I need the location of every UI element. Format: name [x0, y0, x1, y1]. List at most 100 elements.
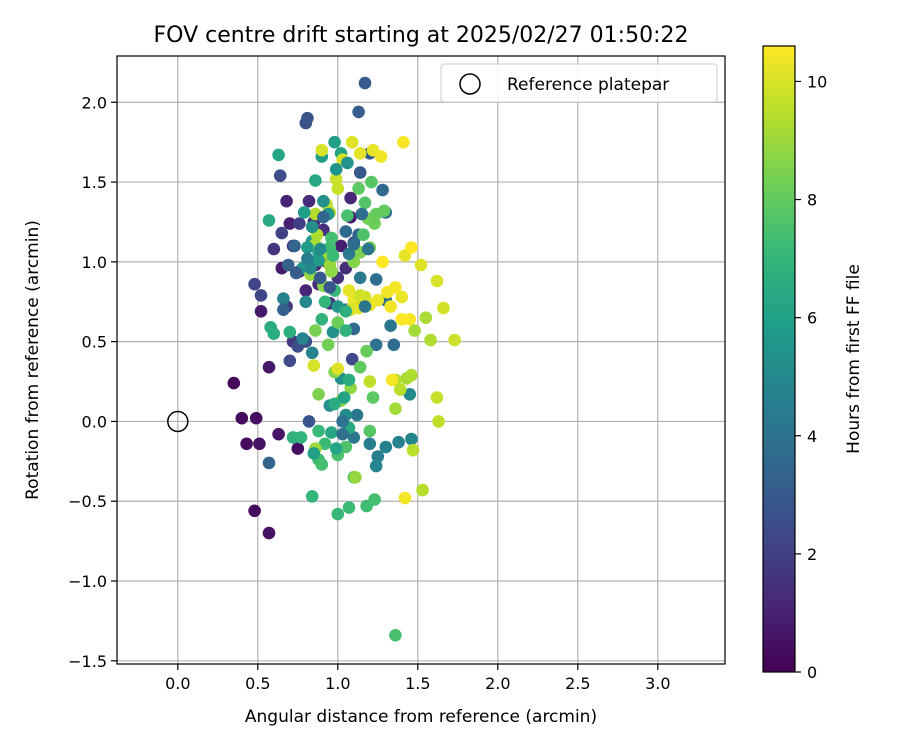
data-point: [341, 209, 354, 222]
data-point: [376, 255, 389, 269]
data-point: [405, 432, 418, 446]
data-point: [430, 274, 444, 288]
data-point: [347, 238, 361, 251]
data-point: [416, 483, 429, 497]
y-tick-label: 0.0: [82, 412, 107, 431]
data-point: [353, 147, 367, 160]
data-point: [299, 295, 313, 309]
data-point: [313, 271, 327, 285]
data-point: [254, 289, 268, 302]
x-tick-label: 0.5: [245, 674, 270, 693]
reference-platepar-marker: [167, 410, 189, 433]
data-point: [371, 293, 385, 307]
data-point: [448, 333, 461, 347]
data-point: [405, 241, 418, 254]
data-point: [312, 424, 325, 438]
reference-marker-layer: [167, 410, 189, 433]
data-point: [305, 220, 319, 234]
data-point: [329, 442, 343, 455]
data-point: [248, 504, 261, 518]
data-point: [253, 437, 266, 451]
data-point: [296, 332, 309, 345]
colorbar-gradient: [763, 46, 795, 672]
colorbar-tick-label: 2: [807, 545, 817, 564]
data-point: [248, 277, 261, 291]
data-point: [313, 242, 327, 256]
colorbar-label: Hours from first FF file: [844, 264, 864, 454]
x-axis-ticks: 0.0 0.5 1.0 1.5 2.0 2.5 3.0: [165, 664, 671, 693]
legend-box: [440, 63, 718, 103]
data-point: [331, 362, 345, 376]
data-point: [267, 242, 281, 256]
data-point: [280, 194, 293, 208]
data-point: [368, 217, 381, 230]
data-point: [307, 447, 321, 460]
data-point: [331, 182, 345, 195]
colorbar-frame: [762, 45, 796, 673]
data-point: [358, 196, 372, 210]
data-point: [353, 271, 367, 285]
data-point: [312, 253, 325, 267]
data-point: [424, 333, 437, 347]
data-point: [389, 402, 402, 416]
data-point: [342, 284, 356, 297]
data-point: [344, 191, 357, 205]
data-point: [262, 526, 276, 540]
data-point: [360, 344, 373, 358]
data-point: [301, 252, 314, 265]
data-point: [328, 135, 341, 149]
data-point: [342, 501, 356, 514]
data-point: [385, 373, 399, 387]
data-point: [437, 301, 450, 315]
data-point: [299, 284, 313, 297]
data-point: [315, 143, 329, 157]
data-point: [403, 388, 417, 401]
data-point: [288, 239, 301, 253]
data-point: [363, 375, 377, 388]
data-point: [291, 442, 305, 455]
y-tick-label: 2.0: [82, 93, 107, 112]
data-point: [323, 281, 337, 294]
data-point: [355, 207, 369, 221]
data-point: [353, 166, 367, 179]
data-point: [262, 214, 276, 227]
data-point: [377, 204, 391, 218]
data-point: [283, 325, 297, 339]
data-point: [275, 226, 289, 240]
y-axis-label: Rotation from reference (arcmin): [23, 220, 43, 500]
colorbar-tick-label: 0: [807, 663, 817, 682]
data-point: [331, 507, 345, 521]
plot-area-frame: [116, 55, 726, 665]
data-point: [317, 210, 330, 224]
legend-open-circle-marker: [459, 73, 481, 95]
data-point: [369, 338, 383, 352]
data-point: [301, 241, 314, 254]
data-point: [353, 360, 367, 374]
data-point: [227, 376, 241, 390]
data-point: [345, 135, 359, 149]
data-point: [358, 76, 372, 90]
data-point: [272, 427, 285, 441]
data-point: [363, 437, 377, 451]
data-point: [336, 415, 349, 428]
data-point: [262, 456, 276, 470]
data-point: [398, 491, 412, 505]
colorbar-tick-label: 4: [807, 427, 817, 446]
data-point: [283, 354, 297, 368]
data-point: [249, 411, 263, 425]
data-point: [334, 239, 348, 253]
data-point: [342, 373, 356, 387]
data-point: [305, 346, 319, 360]
data-point: [302, 194, 316, 208]
data-point: [371, 450, 385, 463]
data-point: [342, 247, 356, 261]
data-point: [357, 228, 370, 241]
data-point: [339, 305, 353, 318]
x-tick-label: 2.5: [565, 674, 590, 693]
data-point: [369, 273, 383, 286]
data-point: [419, 311, 433, 325]
data-point: [389, 281, 402, 294]
data-point: [430, 391, 444, 404]
